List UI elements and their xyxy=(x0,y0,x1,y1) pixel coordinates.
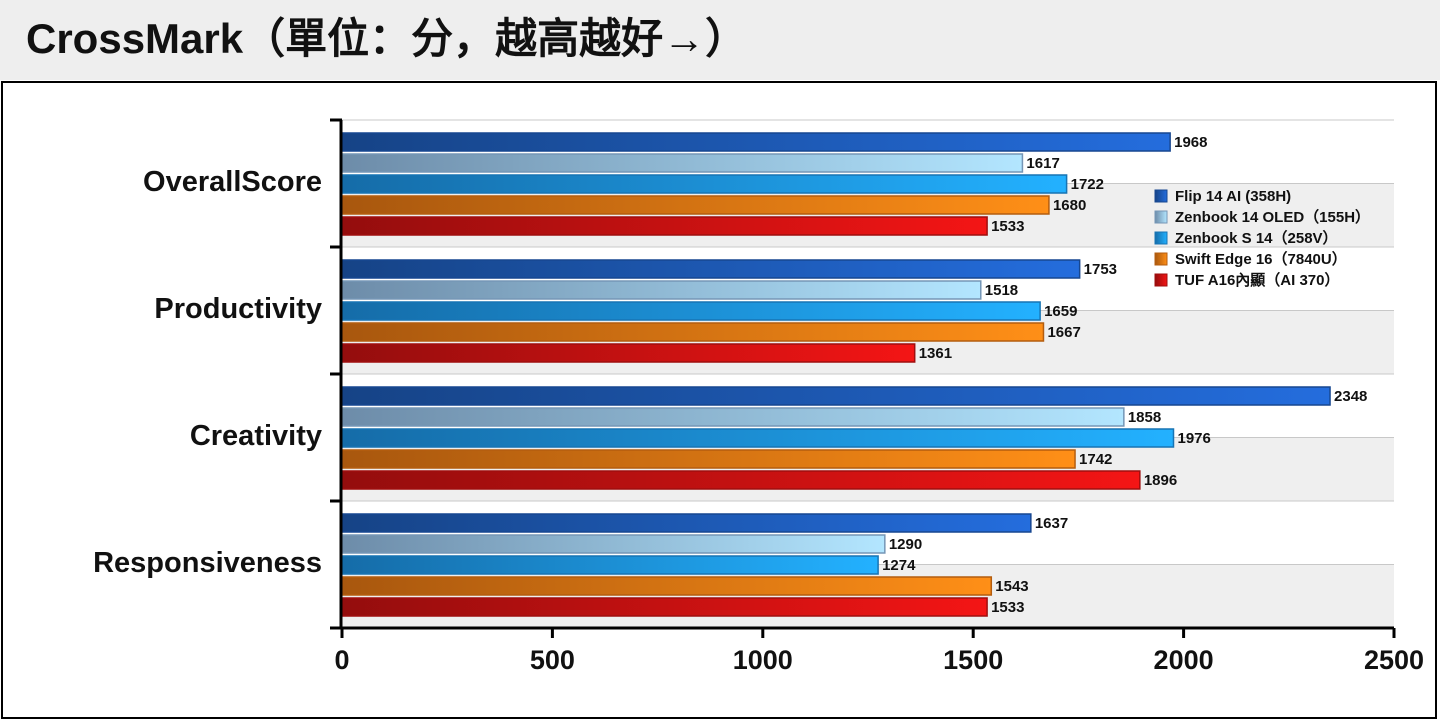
plot-stripe xyxy=(342,310,1394,374)
value-label: 1637 xyxy=(1035,515,1068,532)
bar xyxy=(341,449,1076,469)
x-tick-label: 1000 xyxy=(733,645,793,675)
legend-label: Zenbook S 14（258V） xyxy=(1175,229,1338,247)
bar xyxy=(341,216,988,236)
y-tick-label: Responsiveness xyxy=(93,547,322,579)
plot-stripe xyxy=(342,183,1394,247)
value-label: 1858 xyxy=(1128,409,1161,426)
bar xyxy=(341,555,879,575)
bar xyxy=(341,470,1141,490)
bar xyxy=(341,280,982,300)
x-tick-label: 2000 xyxy=(1154,645,1214,675)
y-tick-label: OverallScore xyxy=(143,166,322,198)
value-label: 1976 xyxy=(1178,430,1211,447)
value-label: 1543 xyxy=(995,578,1028,595)
value-label: 1533 xyxy=(991,218,1024,235)
value-label: 1896 xyxy=(1144,472,1177,489)
value-label: 1753 xyxy=(1084,261,1117,278)
value-label: 1667 xyxy=(1047,324,1080,341)
plot-stripe xyxy=(342,437,1394,501)
x-tick-label: 1500 xyxy=(943,645,1003,675)
legend-swatch xyxy=(1154,273,1168,287)
value-label: 1968 xyxy=(1174,134,1207,151)
chart-title: CrossMark（單位：分，越高越好→） xyxy=(26,15,747,62)
legend-label: Swift Edge 16（7840U） xyxy=(1175,250,1347,268)
bar xyxy=(341,386,1331,406)
value-label: 1742 xyxy=(1079,451,1112,468)
value-label: 1361 xyxy=(919,345,952,362)
bar xyxy=(341,407,1125,427)
value-label: 2348 xyxy=(1334,388,1367,405)
bar xyxy=(341,174,1068,194)
legend-swatch xyxy=(1154,210,1168,224)
value-label: 1617 xyxy=(1026,155,1059,172)
value-label: 1680 xyxy=(1053,197,1086,214)
y-tick-label: Creativity xyxy=(190,420,322,452)
bar xyxy=(341,513,1032,533)
bar xyxy=(341,153,1024,173)
value-label: 1290 xyxy=(889,536,922,553)
title-bar xyxy=(0,0,1440,80)
bar xyxy=(341,322,1045,342)
bar xyxy=(341,576,993,596)
bar xyxy=(341,428,1175,448)
x-tick-label: 500 xyxy=(530,645,575,675)
legend-label: Flip 14 AI (358H) xyxy=(1175,188,1291,205)
value-label: 1274 xyxy=(882,557,916,574)
x-tick-label: 2500 xyxy=(1364,645,1424,675)
bar xyxy=(341,301,1041,321)
value-label: 1518 xyxy=(985,282,1018,299)
legend-label: TUF A16內顯（AI 370） xyxy=(1175,271,1339,289)
value-label: 1659 xyxy=(1044,303,1077,320)
bar xyxy=(341,343,916,363)
x-tick-label: 0 xyxy=(334,645,349,675)
legend-swatch xyxy=(1154,231,1168,245)
legend-swatch xyxy=(1154,189,1168,203)
value-label: 1533 xyxy=(991,599,1024,616)
bar xyxy=(341,132,1171,152)
y-tick-label: Productivity xyxy=(154,293,322,325)
value-label: 1722 xyxy=(1071,176,1104,193)
legend-label: Zenbook 14 OLED（155H） xyxy=(1175,208,1370,226)
bar xyxy=(341,534,886,554)
bar xyxy=(341,195,1050,215)
bar xyxy=(341,597,988,617)
legend-swatch xyxy=(1154,252,1168,266)
plot-stripe xyxy=(342,564,1394,628)
bar xyxy=(341,259,1081,279)
